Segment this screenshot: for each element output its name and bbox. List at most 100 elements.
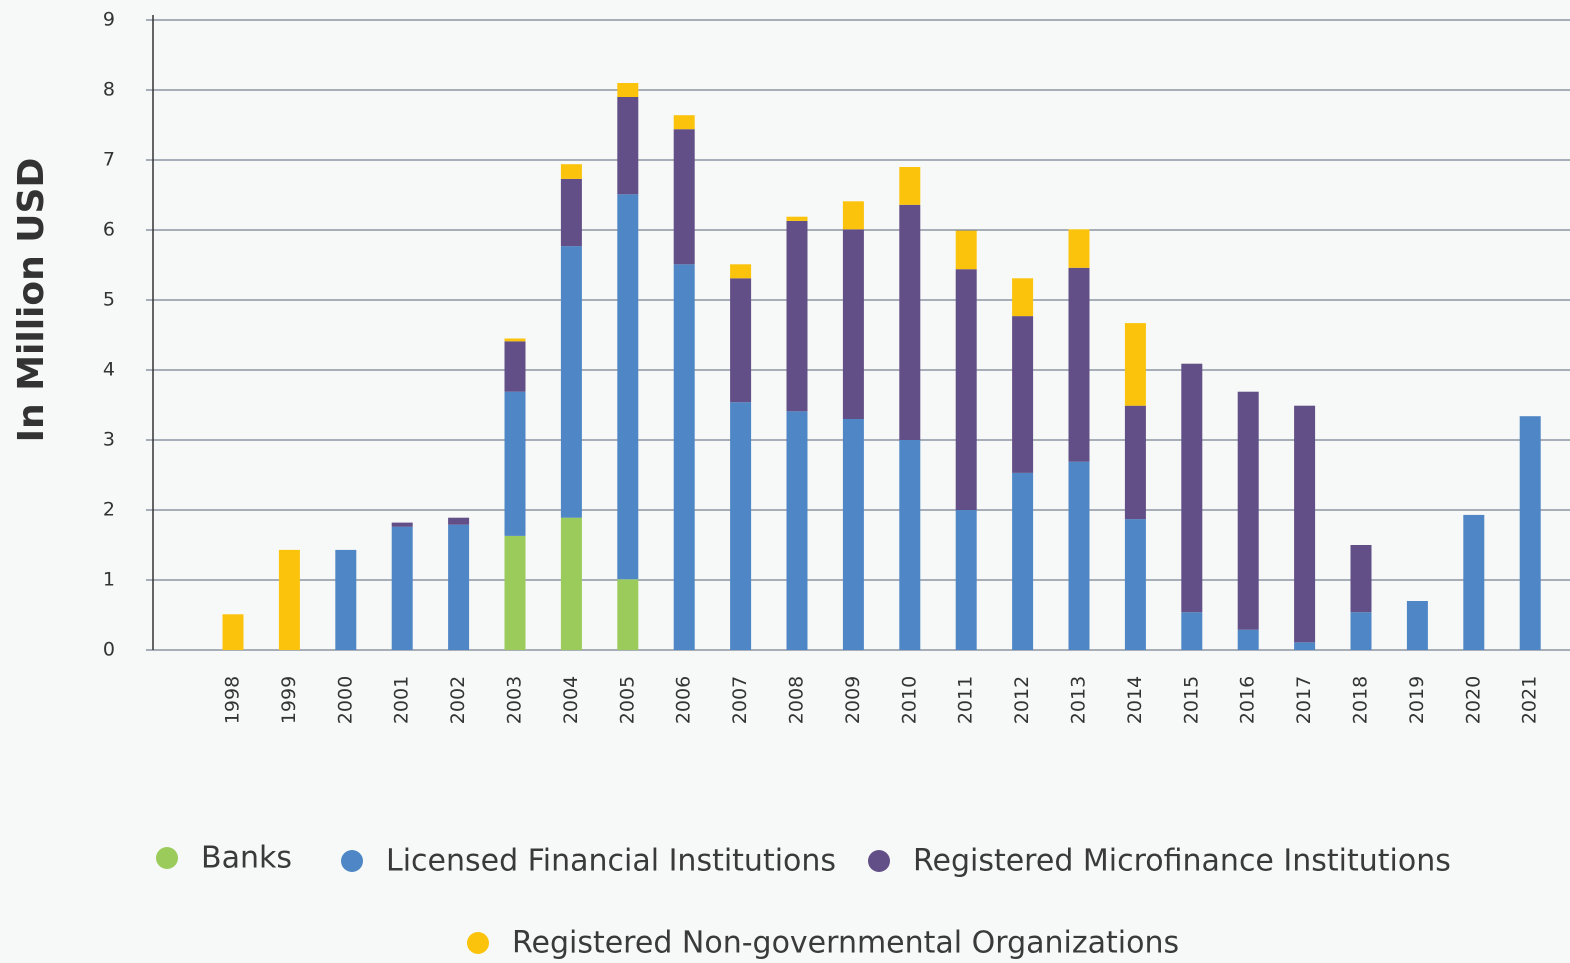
bar-segment: [335, 549, 357, 650]
bar-segment: [617, 97, 639, 195]
y-tick-label: 6: [103, 219, 115, 241]
bar-segment: [1519, 416, 1541, 650]
bar-segment: [1350, 545, 1372, 613]
bar-segment: [786, 216, 808, 221]
y-tick-label: 0: [103, 639, 115, 661]
bar-segment: [617, 83, 639, 97]
bar-segment: [1294, 405, 1316, 643]
bar-segment: [448, 524, 470, 650]
bar-segment: [1406, 601, 1428, 650]
x-tick-label: 2018: [1350, 676, 1372, 724]
legend-label: Licensed Financial Institutions: [386, 844, 836, 879]
bar-segment: [1124, 323, 1146, 406]
legend-label: Banks: [201, 841, 292, 876]
bar-segment: [391, 522, 413, 527]
x-tick-label: 2019: [1406, 676, 1428, 724]
y-tick-label: 7: [103, 149, 115, 171]
y-tick-label: 8: [103, 79, 115, 101]
bar-segment: [1012, 316, 1034, 473]
bar-segment: [730, 278, 752, 403]
bar-segment: [786, 220, 808, 412]
bar-segment: [560, 517, 582, 650]
x-tick-label: 2014: [1124, 676, 1146, 724]
bar-segment: [560, 246, 582, 518]
bar-segment: [504, 535, 526, 650]
bar-segment: [1068, 461, 1090, 650]
x-tick-label: 2007: [729, 676, 751, 724]
bar-segment: [1350, 612, 1372, 650]
legend-marker: [341, 850, 363, 872]
x-tick-label: 2015: [1180, 676, 1202, 724]
bar-segment: [955, 230, 977, 270]
x-tick-label: 2017: [1293, 676, 1315, 724]
bar-segment: [1124, 519, 1146, 650]
y-tick-label: 3: [103, 429, 115, 451]
bar-segment: [1294, 642, 1316, 650]
y-tick-label: 5: [103, 289, 115, 311]
bar-segment: [617, 194, 639, 580]
bar-segment: [448, 517, 470, 525]
bar-segment: [1068, 267, 1090, 462]
x-tick-label: 2016: [1237, 676, 1259, 724]
y-tick-label: 9: [103, 9, 115, 31]
bar-segment: [504, 391, 526, 536]
bar-segment: [673, 129, 695, 265]
bar-segment: [673, 264, 695, 650]
y-tick-label: 1: [103, 569, 115, 591]
x-tick-label: 2012: [1011, 676, 1033, 724]
bar-segment: [899, 440, 921, 650]
x-tick-label: 2011: [955, 676, 977, 724]
bar-segment: [560, 164, 582, 179]
legend-marker: [868, 850, 890, 872]
bar-segment: [842, 419, 864, 650]
bar-segment: [899, 167, 921, 205]
bar-segment: [278, 549, 300, 650]
bar-segment: [730, 402, 752, 650]
bar-segment: [504, 341, 526, 392]
x-tick-label: 2013: [1068, 676, 1090, 724]
x-tick-label: 2003: [504, 676, 526, 724]
legend-label: Registered Non-governmental Organization…: [512, 926, 1179, 961]
legend-marker: [156, 847, 178, 869]
bar-segment: [842, 201, 864, 230]
y-axis-title: In Million USD: [11, 158, 52, 443]
x-tick-label: 1998: [222, 676, 244, 724]
x-tick-label: 2010: [898, 676, 920, 724]
x-tick-label: 2001: [391, 676, 413, 724]
bar-segment: [617, 579, 639, 650]
x-tick-label: 2006: [673, 676, 695, 724]
legend-marker: [467, 932, 489, 954]
bar-segment: [673, 115, 695, 130]
bar-segment: [1012, 278, 1034, 317]
x-tick-label: 2009: [842, 676, 864, 724]
y-tick-label: 4: [103, 359, 115, 381]
bar-segment: [1181, 612, 1203, 650]
x-tick-label: 1999: [278, 676, 300, 724]
bar-segment: [504, 338, 526, 342]
bar-segment: [955, 269, 977, 510]
x-tick-label: 2004: [560, 676, 582, 724]
bar-segment: [786, 411, 808, 650]
x-tick-label: 2020: [1462, 676, 1484, 724]
bar-segment: [1463, 514, 1485, 650]
bar-segment: [391, 526, 413, 650]
bar-segment: [1237, 629, 1259, 650]
bar-segment: [730, 264, 752, 279]
x-tick-label: 2021: [1519, 676, 1541, 724]
bar-segment: [1237, 391, 1259, 630]
x-tick-label: 2008: [786, 676, 808, 724]
bar-segment: [560, 178, 582, 247]
bar-segment: [899, 204, 921, 440]
bar-segment: [842, 229, 864, 419]
bar-segment: [1181, 363, 1203, 613]
y-tick-label: 2: [103, 499, 115, 521]
x-tick-label: 2005: [616, 676, 638, 724]
legend-label: Registered Microfinance Institutions: [913, 844, 1451, 879]
bar-segment: [222, 614, 244, 650]
bar-segment: [1068, 229, 1090, 268]
x-tick-label: 2002: [447, 676, 469, 724]
bar-segment: [955, 510, 977, 650]
bar-segment: [1012, 472, 1034, 650]
